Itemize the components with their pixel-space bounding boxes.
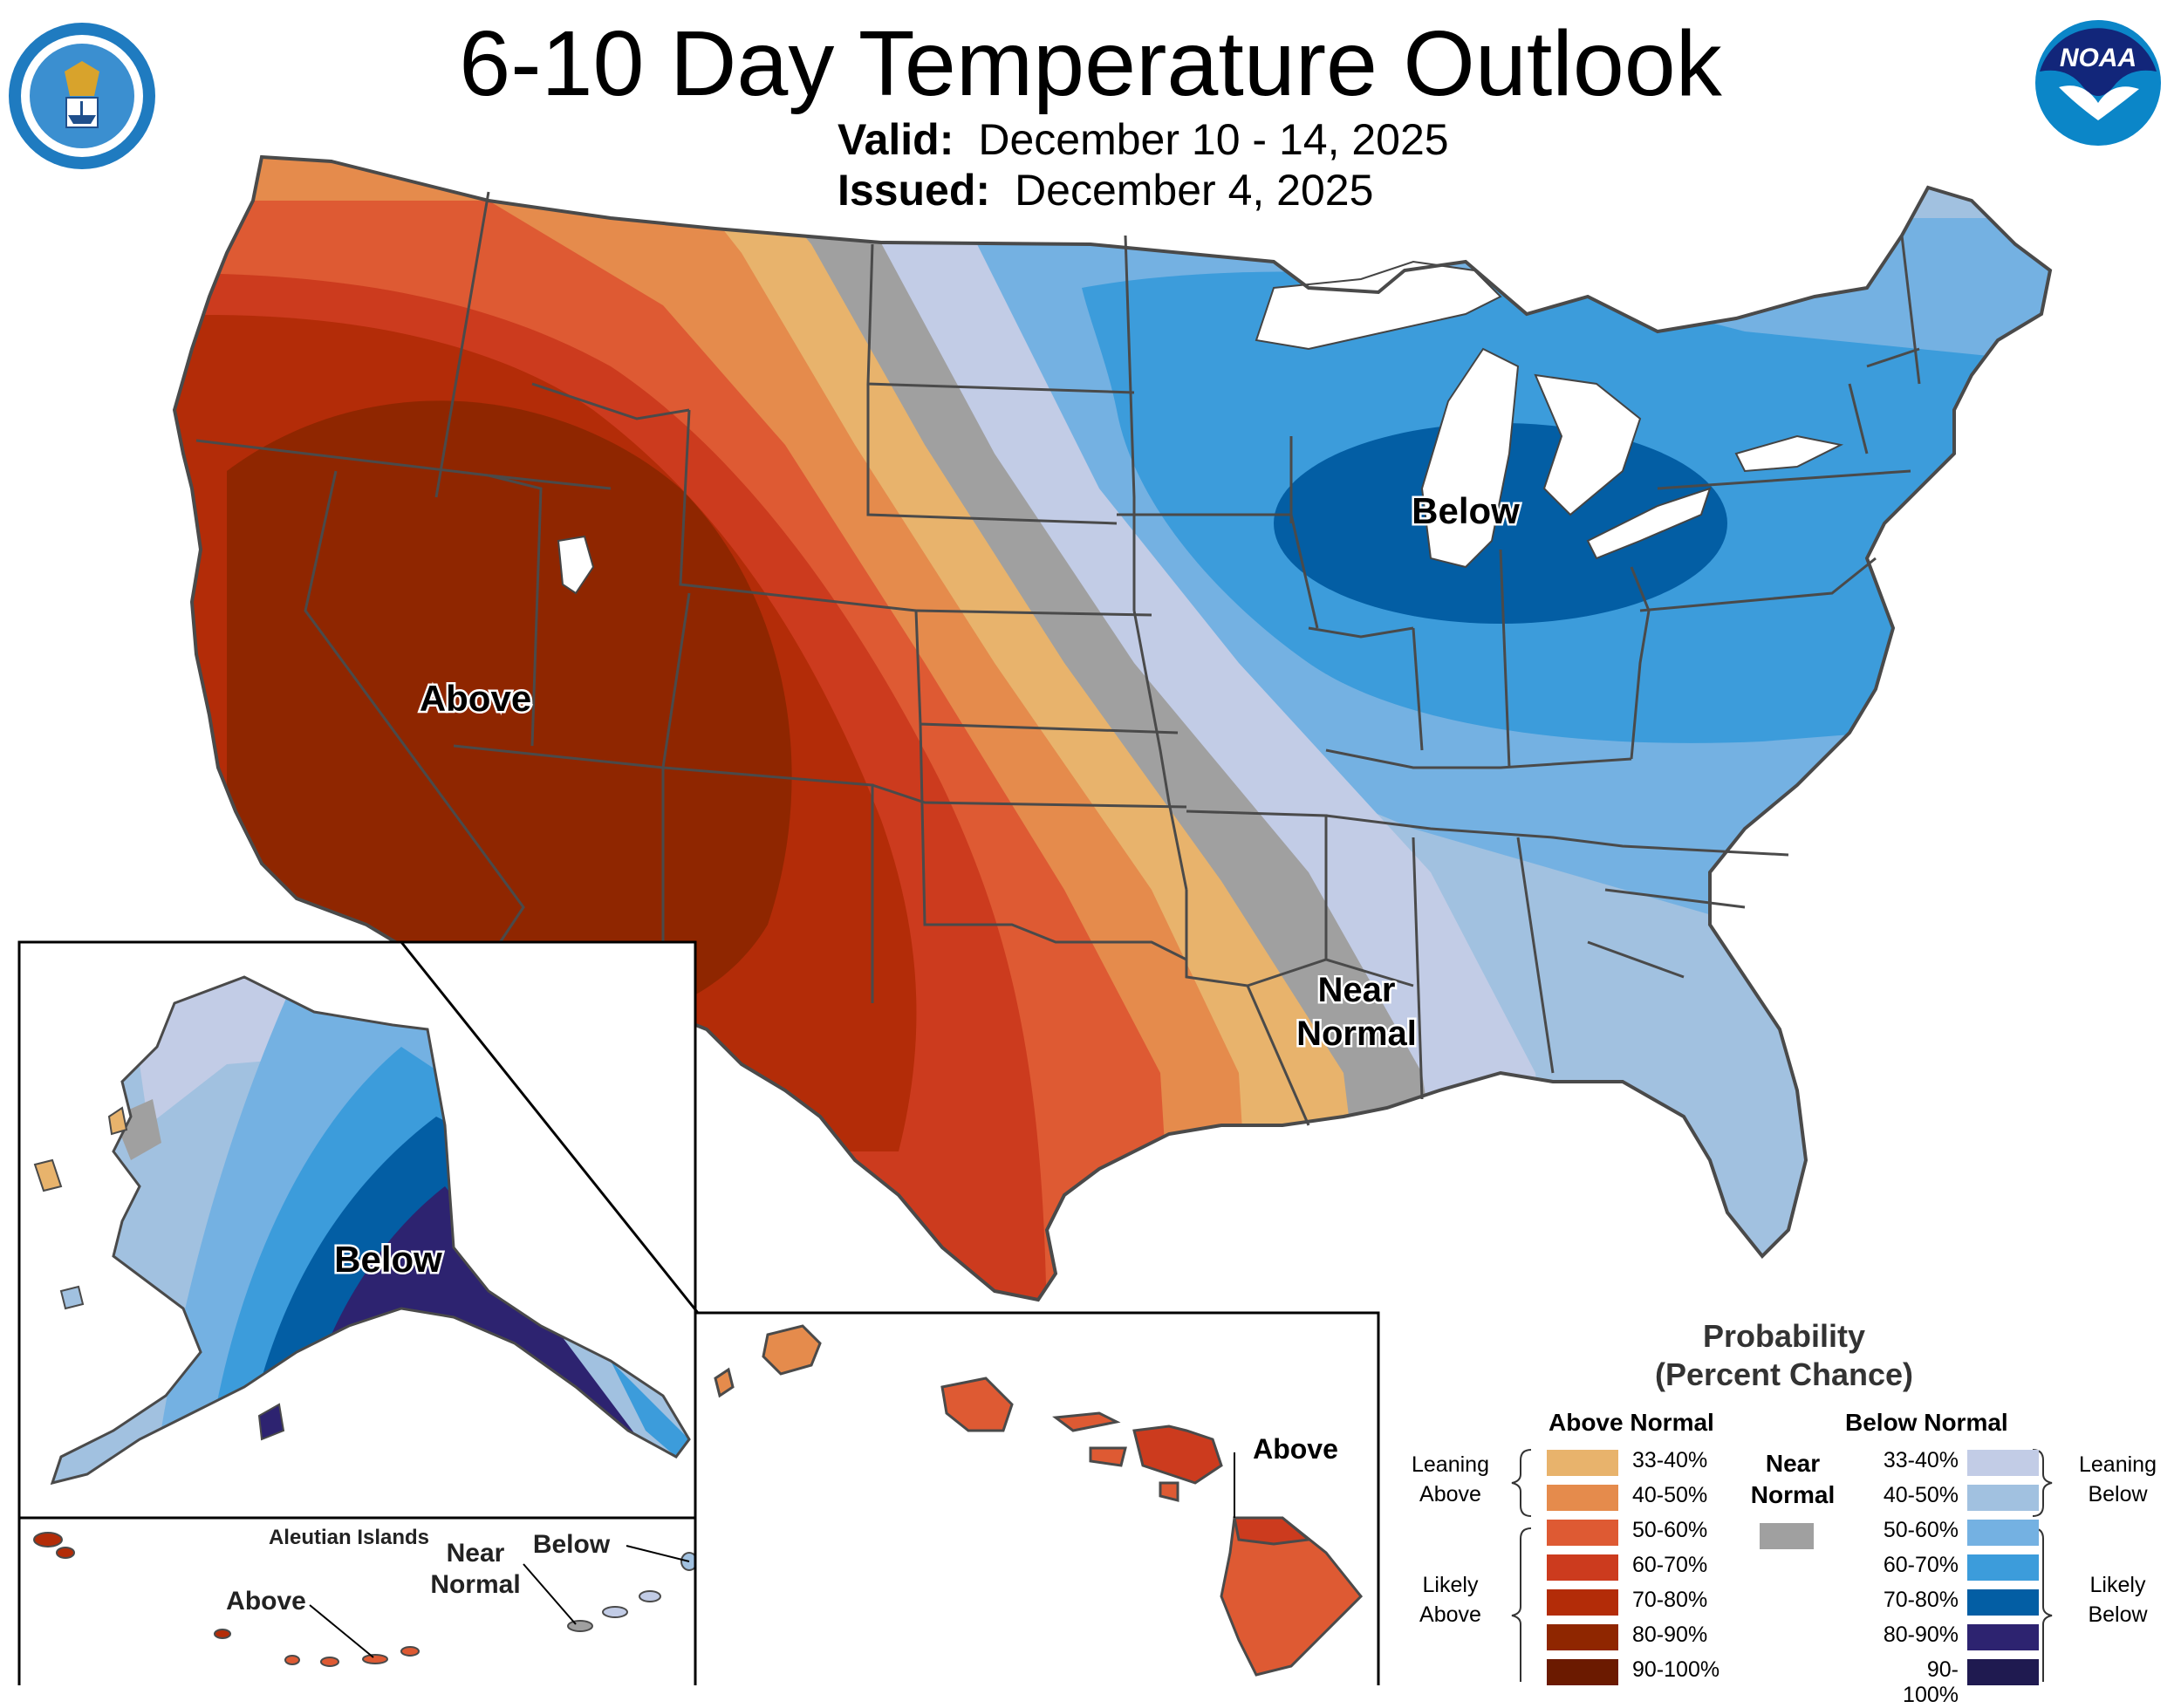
above-swatch-4 bbox=[1547, 1589, 1618, 1616]
likely-above-label: Likely Above bbox=[1419, 1573, 1481, 1627]
left-braces bbox=[1511, 1449, 1532, 1682]
below-swatch-2 bbox=[1967, 1520, 2039, 1546]
below-swatch-3 bbox=[1967, 1554, 2039, 1581]
below-pct-6: 90-100% bbox=[1903, 1657, 1959, 1707]
below-swatch-6 bbox=[1967, 1659, 2039, 1685]
near-normal-label: Near Normal bbox=[1750, 1450, 1836, 1508]
conus-above-label: Above bbox=[420, 678, 531, 719]
noaa-logo-icon: NOAA bbox=[2035, 20, 2161, 146]
below-pct-1: 40-50% bbox=[1883, 1483, 1959, 1507]
aleutian-title: Aleutian Islands bbox=[269, 1526, 429, 1549]
above-pct-3: 60-70% bbox=[1632, 1553, 1708, 1577]
above-swatch-2 bbox=[1547, 1520, 1618, 1546]
aleutian-near-label-2: Normal bbox=[430, 1570, 520, 1599]
issued-line: Issued: December 4, 2025 bbox=[838, 166, 1373, 215]
below-swatch-1 bbox=[1967, 1485, 2039, 1511]
below-pct-4: 70-80% bbox=[1883, 1588, 1959, 1612]
issued-label: Issued: bbox=[838, 166, 991, 215]
page-title: 6-10 Day Temperature Outlook bbox=[459, 12, 1722, 115]
valid-line: Valid: December 10 - 14, 2025 bbox=[838, 115, 1449, 164]
above-swatch-0 bbox=[1547, 1450, 1618, 1476]
above-pct-6: 90-100% bbox=[1632, 1657, 1720, 1682]
below-pct-0: 33-40% bbox=[1883, 1448, 1959, 1472]
below-pct-2: 50-60% bbox=[1883, 1518, 1959, 1542]
right-braces bbox=[2032, 1449, 2053, 1682]
conus-near-label-2: Normal bbox=[1296, 1015, 1417, 1053]
leaning-below-label: Leaning Below bbox=[2079, 1452, 2157, 1506]
leaning-above-label: Leaning Above bbox=[1412, 1452, 1489, 1506]
alaska-below-label: Below bbox=[334, 1239, 442, 1280]
hawaii-above-label: Above bbox=[1253, 1433, 1338, 1465]
probability-legend: Probability (Percent Chance) Above Norma… bbox=[1400, 1317, 2168, 1707]
valid-value: December 10 - 14, 2025 bbox=[978, 115, 1449, 164]
state-borders bbox=[172, 154, 2053, 1302]
valid-label: Valid: bbox=[838, 115, 954, 164]
commerce-seal-icon bbox=[9, 23, 155, 169]
below-pct-3: 60-70% bbox=[1883, 1553, 1959, 1577]
issued-value: December 4, 2025 bbox=[1015, 166, 1374, 215]
above-swatch-3 bbox=[1547, 1554, 1618, 1581]
above-swatch-1 bbox=[1547, 1485, 1618, 1511]
below-normal-heading: Below Normal bbox=[1845, 1409, 2008, 1436]
aleutian-below-label: Below bbox=[533, 1530, 611, 1559]
above-pct-1: 40-50% bbox=[1632, 1483, 1708, 1507]
above-pct-0: 33-40% bbox=[1632, 1448, 1708, 1472]
below-swatch-5 bbox=[1967, 1624, 2039, 1650]
aleutian-near-label-1: Near bbox=[447, 1539, 505, 1568]
aleutian-inset-frame bbox=[17, 1516, 697, 1685]
below-pct-5: 80-90% bbox=[1883, 1623, 1959, 1647]
conus-below-label: Below bbox=[1412, 490, 1520, 531]
above-pct-4: 70-80% bbox=[1632, 1588, 1708, 1612]
great-lakes bbox=[557, 260, 1844, 595]
noaa-logo-text: NOAA bbox=[2060, 44, 2137, 72]
above-swatch-5 bbox=[1547, 1624, 1618, 1650]
aleutian-islands bbox=[33, 1532, 698, 1667]
below-swatch-0 bbox=[1967, 1450, 2039, 1476]
above-normal-heading: Above Normal bbox=[1549, 1409, 1714, 1436]
near-normal-swatch bbox=[1760, 1523, 1814, 1549]
above-pct-5: 80-90% bbox=[1632, 1623, 1708, 1647]
above-pct-2: 50-60% bbox=[1632, 1518, 1708, 1542]
below-swatch-4 bbox=[1967, 1589, 2039, 1616]
hawaii-islands bbox=[714, 1324, 1364, 1677]
legend-title-1: Probability bbox=[1702, 1318, 1866, 1354]
conus-near-label-1: Near bbox=[1318, 971, 1396, 1009]
above-swatch-6 bbox=[1547, 1659, 1618, 1685]
likely-below-label: Likely Below bbox=[2088, 1573, 2148, 1627]
legend-title-2: (Percent Chance) bbox=[1654, 1356, 1914, 1392]
aleutian-above-label: Above bbox=[226, 1587, 306, 1616]
